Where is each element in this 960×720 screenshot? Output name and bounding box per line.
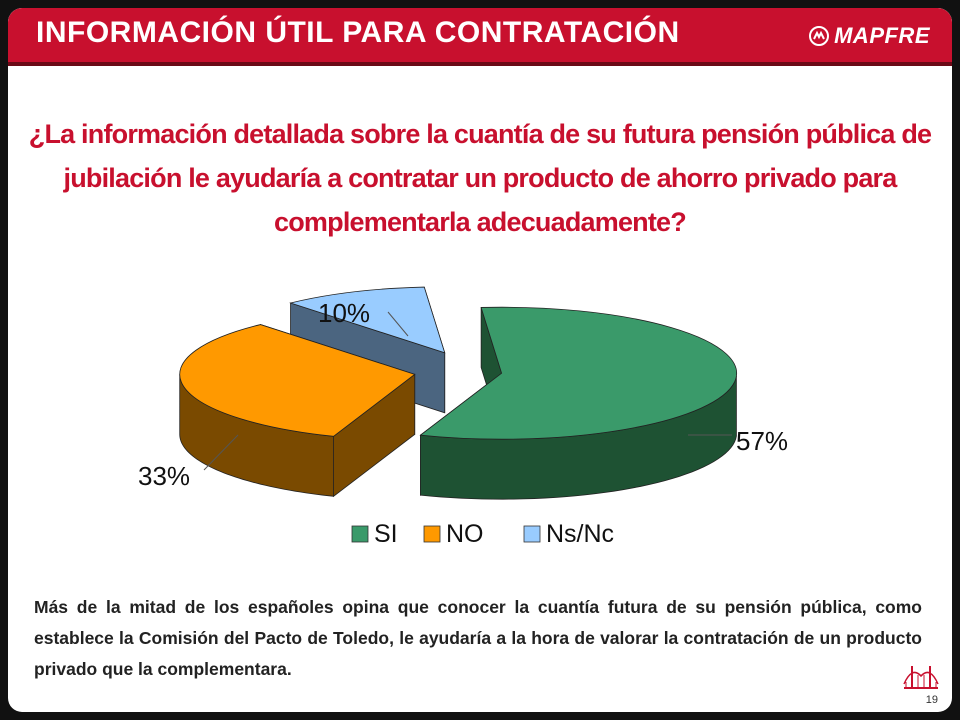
pie-slices — [179, 286, 737, 500]
data-label-nsnc: 10% — [318, 298, 370, 328]
leader-line-2 — [387, 311, 409, 337]
summary-text: Más de la mitad de los españoles opina q… — [34, 597, 922, 679]
legend-swatch — [423, 525, 441, 543]
chart-legend: SI NO Ns/Nc — [351, 520, 614, 548]
legend-label: Ns/Nc — [546, 520, 614, 548]
slide: INFORMACIÓN ÚTIL PARA CONTRATACIÓN MAPFR… — [8, 8, 952, 712]
page-number: 19 — [925, 694, 938, 706]
legend-item-si: SI — [351, 520, 398, 548]
brand-name: MAPFRE — [834, 23, 930, 48]
data-label-no: 33% — [138, 461, 190, 491]
pie-chart-svg: 57% 33% 10% SI NO Ns/Nc — [138, 286, 788, 548]
header-bar: INFORMACIÓN ÚTIL PARA CONTRATACIÓN MAPFR… — [8, 8, 952, 62]
legend-label: SI — [374, 520, 398, 548]
pie-slice-si — [419, 306, 737, 500]
survey-question: ¿La información detallada sobre la cuant… — [28, 119, 932, 237]
page-title: INFORMACIÓN ÚTIL PARA CONTRATACIÓN — [36, 16, 680, 49]
bridge-icon — [903, 666, 939, 689]
legend-swatch — [351, 525, 369, 543]
legend-swatch — [523, 525, 541, 543]
legend-item-nsnc: Ns/Nc — [523, 520, 614, 548]
pie-chart: 57% 33% 10% SI NO Ns/Nc — [8, 270, 952, 600]
data-label-si: 57% — [736, 426, 788, 456]
leader-line-1 — [203, 434, 239, 471]
brand-logo: MAPFRE — [808, 23, 930, 49]
mapfre-logo-icon — [809, 26, 830, 46]
pie-slice-no — [179, 324, 416, 498]
legend-label: NO — [446, 520, 484, 548]
legend-item-no: NO — [423, 520, 484, 548]
